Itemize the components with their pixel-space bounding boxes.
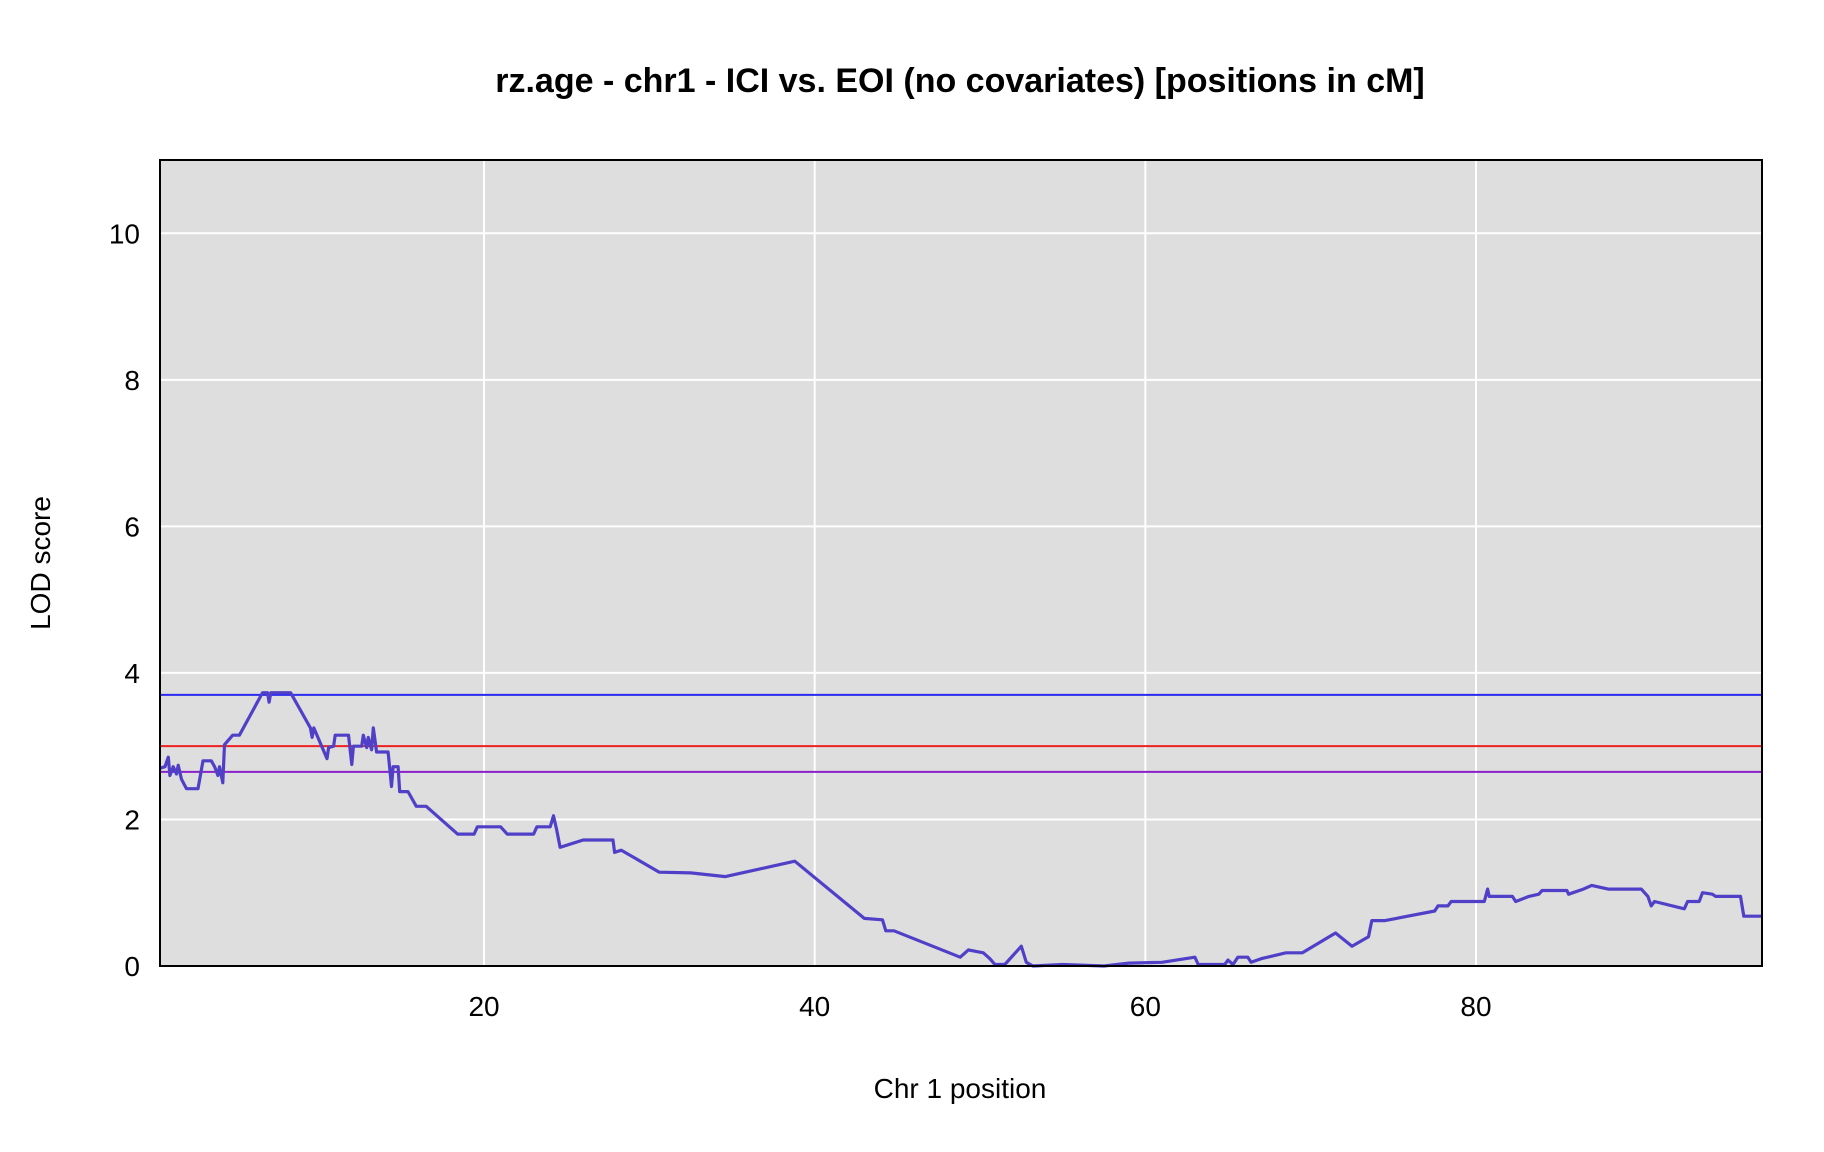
lod-series-line [159, 691, 1762, 968]
y-tick-label: 10 [109, 218, 140, 249]
x-tick-label: 60 [1130, 991, 1161, 1022]
x-tick-label: 20 [468, 991, 499, 1022]
x-axis-label: Chr 1 position [874, 1073, 1047, 1104]
chart-title: rz.age - chr1 - ICI vs. EOI (no covariat… [495, 62, 1425, 100]
y-tick-label: 2 [124, 804, 140, 835]
gridlines [160, 160, 1762, 966]
y-tick-label: 0 [124, 951, 140, 982]
y-axis-ticks: 0 2 4 6 8 10 [109, 218, 140, 982]
x-tick-label: 80 [1460, 991, 1491, 1022]
x-axis-ticks: 20 40 60 80 [468, 991, 1491, 1022]
y-tick-label: 4 [124, 658, 140, 689]
threshold-lines [160, 693, 1762, 773]
y-tick-label: 8 [124, 365, 140, 396]
y-tick-label: 6 [124, 511, 140, 542]
series-layer [159, 691, 1762, 968]
x-tick-label: 40 [799, 991, 830, 1022]
plot-panel [160, 160, 1762, 966]
plot-frame [159, 159, 1763, 967]
y-axis-label: LOD score [25, 496, 56, 630]
